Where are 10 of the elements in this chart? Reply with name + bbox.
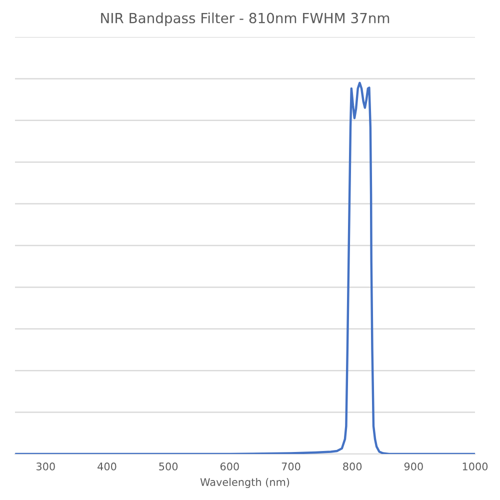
- x-tick-label: 700: [282, 462, 300, 470]
- x-tick-label: 400: [98, 462, 116, 470]
- x-tick-label: 300: [36, 462, 55, 470]
- x-tick-label: 600: [220, 462, 239, 470]
- chart-title: NIR Bandpass Filter - 810nm FWHM 37nm: [101, 12, 390, 26]
- x-tick-label: 800: [343, 462, 362, 470]
- x-tick-label: 1000: [462, 462, 488, 470]
- x-tick-label: 900: [404, 462, 423, 470]
- x-axis-title: Wavelength (nm): [200, 478, 290, 488]
- x-tick-label: 500: [159, 462, 178, 470]
